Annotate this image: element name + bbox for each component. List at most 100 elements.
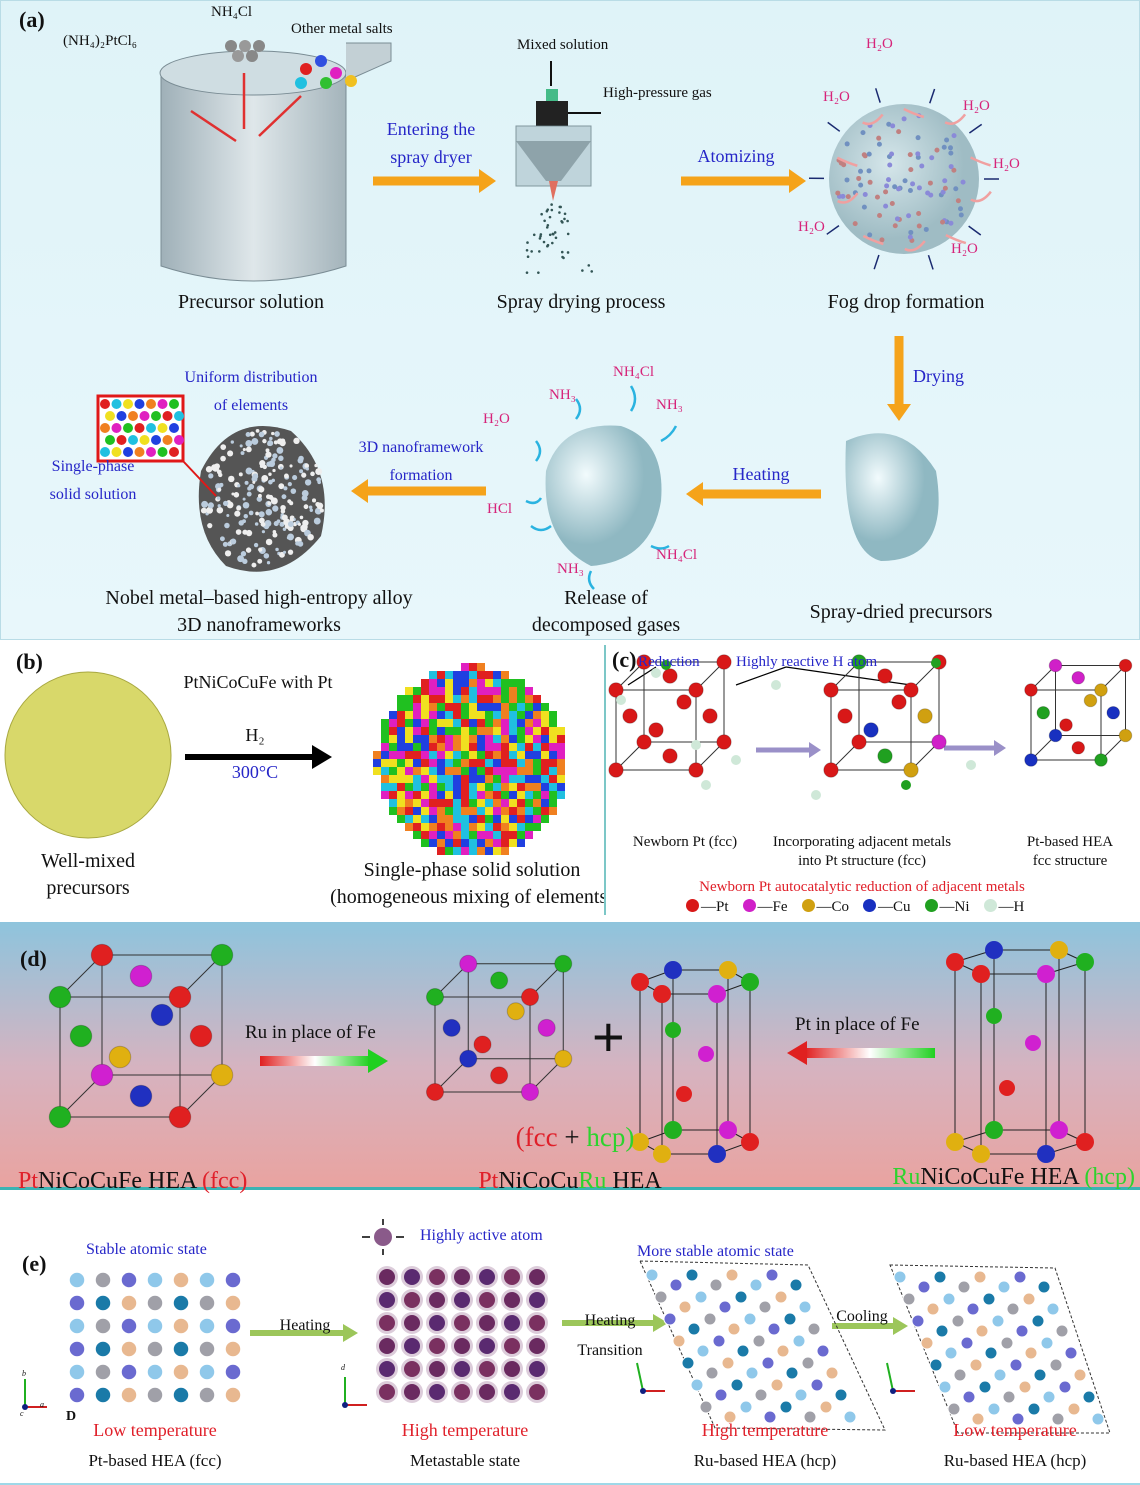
well-mixed-precursor-circle — [4, 671, 172, 839]
atom — [917, 708, 933, 724]
alloy-cell — [501, 711, 509, 719]
atom — [991, 1314, 1005, 1328]
vapor-trail — [904, 240, 926, 252]
atom — [1036, 705, 1051, 720]
framework-pore — [292, 475, 298, 481]
atom — [1040, 1336, 1054, 1350]
evaporation-arrow — [873, 254, 880, 270]
inset-atom — [123, 447, 133, 457]
inset-atom — [139, 411, 150, 421]
droplet — [560, 250, 564, 254]
newborn-pt-cube — [608, 654, 732, 778]
alloy-cell — [413, 791, 421, 799]
alloy-cell — [493, 687, 501, 695]
fog-particle — [886, 121, 892, 127]
droplet — [546, 223, 550, 227]
panel-d: (d) Ru in place of Fe Pt in place of Fe … — [0, 922, 1140, 1193]
vapor-trail — [945, 233, 967, 245]
atom — [745, 1366, 759, 1380]
alloy-cell — [429, 687, 437, 695]
atom — [903, 762, 919, 778]
alloy-cell — [509, 735, 517, 743]
atom — [554, 954, 573, 973]
inset-atom — [123, 423, 133, 433]
framework-pore — [266, 561, 271, 565]
single-phase-label-2: solid solution — [49, 486, 137, 503]
framework-pore — [310, 471, 315, 477]
alloy-cell — [413, 767, 421, 775]
framework-pore — [316, 502, 324, 510]
fog-particle — [883, 203, 889, 209]
alloy-cell — [477, 823, 485, 831]
atom — [90, 943, 114, 967]
framework-pore — [237, 555, 244, 563]
temperature-label: Low temperature — [953, 1420, 1077, 1440]
fog-particle — [883, 189, 889, 195]
active-atom — [479, 1315, 495, 1331]
alloy-cell — [485, 847, 493, 855]
legend-item: —Cu — [863, 899, 911, 916]
hcp-crystal — [946, 941, 1094, 1163]
legend-item: —Co — [801, 899, 849, 916]
framework-pore — [282, 550, 287, 554]
framework-pore — [230, 440, 235, 444]
alloy-cell — [493, 799, 501, 807]
alloy-cell — [453, 751, 461, 759]
alloy-cell — [413, 775, 421, 783]
alloy-cell — [533, 695, 541, 703]
alloy-cell — [501, 719, 509, 727]
alloy-cell — [525, 743, 533, 751]
atom — [792, 1334, 806, 1348]
atom — [719, 961, 737, 979]
droplet — [546, 244, 549, 248]
alloy-cell — [413, 703, 421, 711]
inset-atom — [146, 423, 156, 433]
atom — [765, 1268, 779, 1282]
alloy-cell — [469, 823, 477, 831]
atom — [999, 1080, 1015, 1096]
droplet — [581, 269, 584, 272]
framework-pore — [268, 460, 276, 468]
alloy-cell — [461, 767, 469, 775]
alloy-cell — [493, 775, 501, 783]
formula-text: NiCoCu — [498, 1168, 579, 1194]
atom — [1050, 1121, 1068, 1139]
fcc-crystal — [48, 943, 234, 1129]
alloy-cell — [509, 743, 517, 751]
alloy-cell — [429, 743, 437, 751]
fog-particle — [892, 184, 898, 190]
alloy-cell — [381, 791, 389, 799]
framework-pore — [238, 472, 243, 477]
inset-atom — [169, 447, 179, 457]
droplet — [551, 241, 554, 245]
atom — [94, 1363, 112, 1381]
stage3-label-2: fcc structure — [1032, 853, 1108, 869]
alloy-cell — [477, 743, 485, 751]
atom — [108, 1045, 132, 1069]
atom — [68, 1363, 86, 1381]
alloy-cell — [397, 703, 405, 711]
alloy-cell — [381, 767, 389, 775]
fog-particle — [852, 221, 858, 227]
active-atom — [404, 1361, 420, 1377]
fog-particle — [942, 178, 948, 184]
framework-pore — [272, 453, 278, 459]
framework-pore — [274, 431, 280, 437]
active-atom — [529, 1269, 545, 1285]
evaporation-arrow — [929, 88, 936, 104]
atom — [688, 682, 704, 698]
alloy-cell — [397, 719, 405, 727]
alloy-cell — [469, 791, 477, 799]
atom — [716, 654, 732, 670]
atom — [653, 985, 671, 1003]
alloy-cell — [453, 727, 461, 735]
active-atom — [404, 1315, 420, 1331]
framework-pore — [287, 549, 294, 555]
droplet — [566, 219, 569, 223]
alloy-cell — [421, 783, 429, 791]
alloy-cell — [533, 767, 541, 775]
atom — [1055, 1324, 1069, 1338]
alloy-cell — [485, 695, 493, 703]
fog-particle — [907, 152, 913, 158]
atom — [678, 1300, 692, 1314]
